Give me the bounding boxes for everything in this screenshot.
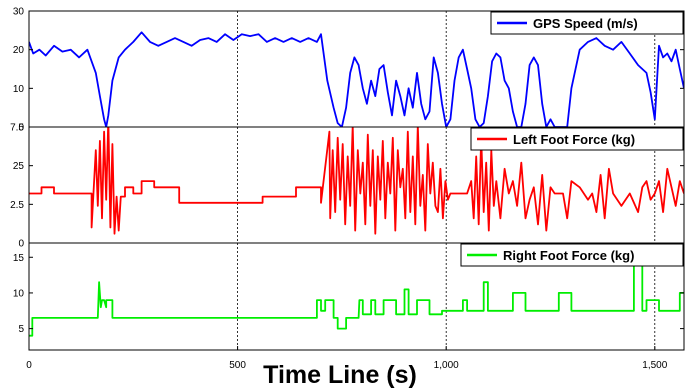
panel-3: 5 10 15 Right Foot Force (kg) 0 500 1,000 1,500… [13, 242, 685, 389]
y-tick-label: 10 [13, 288, 25, 299]
x-tick-label: 0 [26, 360, 32, 371]
y-tick-label: 15 [13, 253, 25, 264]
y-tick-label: 0 [18, 239, 24, 250]
y-tick-label: 20 [13, 45, 25, 56]
y-tick-label: 5 [18, 324, 24, 335]
x-tick-label: 1,000 [434, 360, 459, 371]
y-tick-label: 2.5 [10, 200, 24, 211]
legend-box [470, 127, 684, 151]
legend-label: Right Foot Force (kg) [503, 248, 634, 263]
y-tick-label: 30 [13, 7, 25, 18]
x-tick-label: 500 [229, 360, 246, 371]
panel-1: 0 10 20 30 GPS Speed (m/s) [13, 7, 685, 134]
legend-box [460, 243, 684, 267]
panel-2: 0 2.5 25 7.5 Left Foot Force (kg) [10, 123, 685, 250]
x-tick-label: 1,500 [642, 360, 667, 371]
y-tick-label: 0 [18, 123, 24, 134]
y-tick-label: 10 [13, 84, 25, 95]
legend-box [490, 11, 684, 35]
legend-label: Left Foot Force (kg) [513, 132, 635, 147]
plot-frame [28, 242, 685, 351]
legend-label: GPS Speed (m/s) [533, 16, 638, 31]
series-line-2 [29, 127, 684, 235]
y-tick-label: 7.5 [10, 123, 24, 134]
x-axis-label: Time Line (s) [263, 361, 417, 389]
y-tick-label: 25 [13, 161, 25, 172]
series-line-3 [29, 249, 684, 337]
series-line-1 [29, 31, 684, 127]
